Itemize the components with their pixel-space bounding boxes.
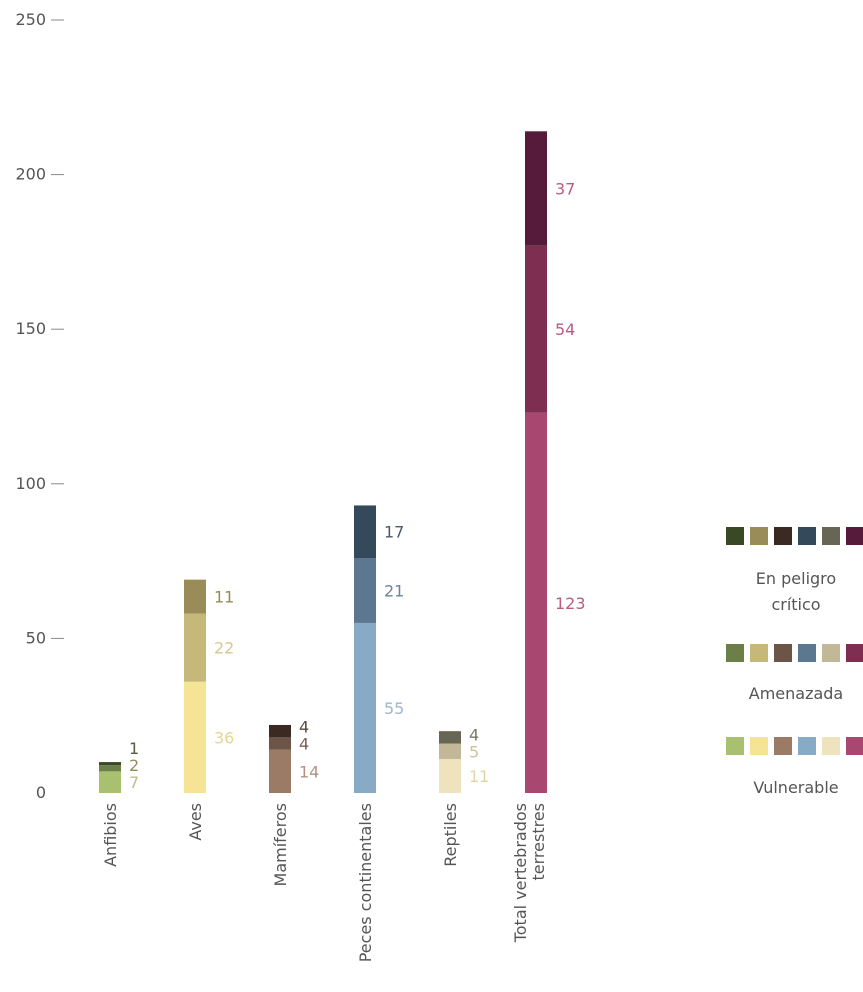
bar-segment [99, 771, 121, 793]
bar-segment [184, 681, 206, 793]
legend-swatch [846, 644, 863, 662]
bar-segment [525, 131, 547, 246]
legend-swatch [750, 644, 768, 662]
x-tick-label: Aves [186, 803, 205, 841]
svg-text:Mamíferos: Mamíferos [271, 803, 290, 886]
svg-text:Total vertebrados: Total vertebrados [511, 803, 530, 943]
data-label: 54 [555, 320, 575, 339]
svg-text:Aves: Aves [186, 803, 205, 841]
legend-swatch [798, 644, 816, 662]
legend-swatch [846, 737, 863, 755]
svg-text:Peces continentales: Peces continentales [356, 803, 375, 962]
bar-segment [439, 743, 461, 759]
legend-item: En peligro crítico [726, 527, 863, 614]
legend-swatch [798, 527, 816, 545]
legend-label: Amenazada [749, 684, 843, 703]
y-tick-label: 0 [36, 783, 46, 802]
legend-label: Vulnerable [753, 778, 838, 797]
data-label: 4 [469, 725, 479, 744]
bar-segment [354, 558, 376, 623]
bar-segment [354, 622, 376, 793]
legend-swatch [774, 737, 792, 755]
bar-segment [269, 724, 291, 738]
legend-item: Amenazada [726, 644, 863, 703]
y-tick-label: 100 [15, 474, 46, 493]
data-label: 14 [299, 762, 319, 781]
legend-swatch [846, 527, 863, 545]
legend-swatch [798, 737, 816, 755]
bar-segment [525, 245, 547, 413]
legend-swatch [726, 644, 744, 662]
bars [99, 131, 547, 793]
y-axis: 0 50 100 150 200 250 [15, 10, 64, 802]
x-tick-label: Reptiles [441, 803, 460, 867]
svg-text:terrestres: terrestres [529, 803, 548, 881]
bar-segment [99, 765, 121, 772]
y-tick-label: 250 [15, 10, 46, 29]
data-label: 11 [469, 767, 489, 786]
data-label: 55 [384, 699, 404, 718]
data-label: 4 [299, 735, 309, 754]
x-tick-label: Total vertebrados terrestres [511, 803, 548, 943]
legend: En peligro crítico Amenazada Vulnerable [726, 527, 863, 797]
legend-swatch [822, 644, 840, 662]
x-tick-label: Peces continentales [356, 803, 375, 962]
data-label: 1 [129, 739, 139, 758]
y-tick-label: 150 [15, 319, 46, 338]
bar-segment [99, 762, 121, 766]
data-label: 5 [469, 742, 479, 761]
legend-swatch [822, 737, 840, 755]
legend-label: crítico [771, 595, 820, 614]
svg-text:Anfibios: Anfibios [101, 803, 120, 867]
data-label: 7 [129, 773, 139, 792]
bar-segment [184, 579, 206, 614]
data-label: 2 [129, 756, 139, 775]
x-tick-label: Mamíferos [271, 803, 290, 886]
legend-item: Vulnerable [726, 737, 863, 797]
data-label: 11 [214, 588, 234, 607]
legend-swatch [726, 737, 744, 755]
data-label: 4 [299, 718, 309, 737]
data-label: 37 [555, 180, 575, 199]
x-axis-labels: Anfibios Aves Mamíferos Peces continentales… [101, 803, 548, 962]
legend-swatch [822, 527, 840, 545]
data-label: 123 [555, 594, 586, 613]
data-label: 36 [214, 728, 234, 747]
bar-segment [354, 505, 376, 559]
legend-swatch [750, 737, 768, 755]
bar-segment [525, 412, 547, 793]
legend-swatch [750, 527, 768, 545]
svg-text:Reptiles: Reptiles [441, 803, 460, 867]
x-tick-label: Anfibios [101, 803, 120, 867]
data-label: 22 [214, 639, 234, 658]
bar-segment [269, 749, 291, 793]
data-label: 17 [384, 523, 404, 542]
data-label: 21 [384, 581, 404, 600]
bar-segment [269, 737, 291, 750]
legend-swatch [774, 527, 792, 545]
bar-segment [439, 758, 461, 793]
y-tick-label: 200 [15, 165, 46, 184]
bar-segment [439, 731, 461, 744]
legend-label: En peligro [756, 569, 836, 588]
bar-segment [184, 613, 206, 682]
legend-swatch [726, 527, 744, 545]
y-tick-label: 50 [26, 628, 46, 647]
legend-swatch [774, 644, 792, 662]
